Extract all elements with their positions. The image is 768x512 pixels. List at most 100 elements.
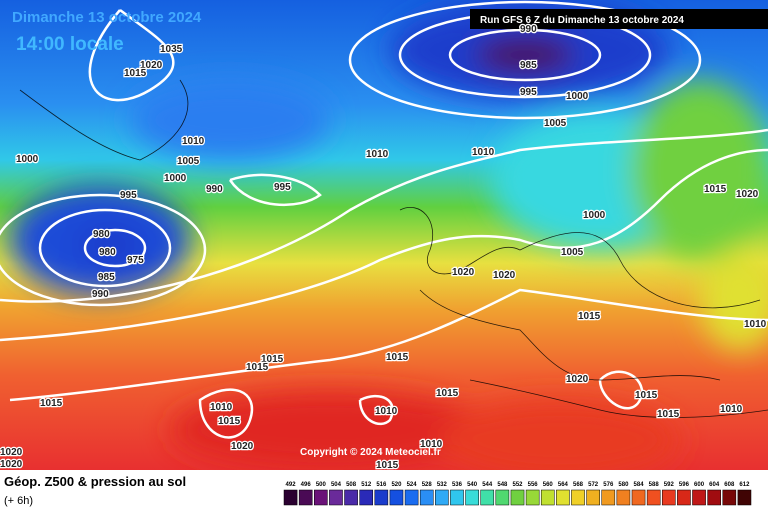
colorbar-swatch (616, 489, 631, 506)
isobar-label: 1020 (140, 60, 163, 71)
colorbar-label: 592 (664, 482, 675, 488)
isobar-label: 1010 (182, 136, 205, 147)
footer-step: (+ 6h) (4, 495, 33, 507)
isobar-label: 1010 (720, 404, 743, 415)
isobar-label: 1005 (561, 247, 584, 258)
colorbar-swatch (540, 489, 555, 506)
colorbar-swatch (661, 489, 676, 506)
colorbar-label: 560 (543, 482, 554, 488)
run-box (470, 9, 768, 29)
colorbar-swatch (495, 489, 510, 506)
isobar-label: 1010 (375, 406, 398, 417)
colorbar-swatch (389, 489, 404, 506)
colorbar-label: 492 (286, 482, 297, 488)
isobar-label: 975 (127, 255, 144, 266)
isobar-label: 1010 (472, 147, 495, 158)
colorbar-swatch (450, 489, 464, 506)
copyright: Copyright © 2024 Meteociel.fr (300, 447, 441, 458)
colorbar-swatch (677, 489, 691, 506)
isobar-label: 1020 (0, 459, 23, 470)
isobar-label: 1020 (0, 447, 23, 458)
colorbar-swatch (722, 489, 737, 506)
isobar-label: 1010 (210, 402, 233, 413)
isobar-label: 1015 (578, 311, 601, 322)
isobar-label: 1000 (164, 173, 187, 184)
isobar-label: 990 (520, 24, 537, 35)
colorbar-label: 512 (361, 482, 372, 488)
colorbar-swatch (283, 489, 298, 506)
colorbar-swatch (374, 489, 389, 506)
colorbar-label: 532 (437, 482, 448, 488)
colorbar-swatch (707, 489, 721, 506)
colorbar-swatch (344, 489, 358, 506)
colorbar-label: 500 (316, 482, 327, 488)
isobar-label: 1000 (566, 91, 589, 102)
colorbar-swatch (298, 489, 313, 506)
isobar-label: 1015 (124, 68, 147, 79)
footer-title: Géop. Z500 & pression au sol (4, 474, 186, 489)
colorbar-swatch (359, 489, 374, 506)
time: 14:00 locale (16, 34, 124, 55)
colorbar-label: 580 (618, 482, 629, 488)
colorbar-label: 564 (558, 482, 569, 488)
colorbar-swatch (329, 489, 343, 506)
colorbar-swatch (525, 489, 540, 506)
colorbar-swatch (419, 489, 434, 506)
coastlines (19, 79, 768, 418)
isobar-label: 990 (206, 184, 223, 195)
field-blobs (10, 0, 768, 480)
isobar-label: 1005 (177, 156, 200, 167)
colorbar-label: 544 (482, 482, 493, 488)
colorbar-label: 584 (634, 482, 645, 488)
colorbar-label: 552 (512, 482, 523, 488)
colorbar-label: 508 (346, 482, 357, 488)
colorbar-label: 504 (331, 482, 342, 488)
colorbar-swatch (465, 489, 479, 506)
isobar-label: 1005 (544, 118, 567, 129)
isobar-label: 985 (520, 60, 537, 71)
isobar-label: 985 (98, 272, 115, 283)
isobar-label: 995 (274, 182, 291, 193)
colorbar-label: 528 (422, 482, 433, 488)
isobar-label: 1015 (386, 352, 409, 363)
isobar-label: 995 (120, 190, 137, 201)
colorbar-swatch (314, 489, 328, 506)
colorbar-swatch (480, 489, 495, 506)
colorbar-label: 608 (724, 482, 735, 488)
colorbar-swatch (404, 489, 419, 506)
colorbar-label: 556 (528, 482, 539, 488)
colorbar-label: 572 (588, 482, 599, 488)
colorbar-label: 588 (649, 482, 660, 488)
colorbar-swatch (737, 489, 752, 506)
colorbar-swatch (571, 489, 585, 506)
isobar-label: 980 (93, 229, 110, 240)
colorbar-label: 600 (694, 482, 705, 488)
colorbar-swatch (435, 489, 449, 506)
colorbar-swatch (692, 489, 706, 506)
isobar-label: 1010 (744, 319, 767, 330)
isobar-label: 1010 (420, 439, 443, 450)
isobar-label: 1015 (218, 416, 241, 427)
isobar-label: 1020 (493, 270, 516, 281)
isobar-label: 1015 (376, 460, 399, 471)
colorbar: 492 496 500 504 508 512 516 520 524 528 532 536 540 5… (283, 482, 752, 506)
isobar-label: 1020 (452, 267, 475, 278)
colorbar-swatch (510, 489, 525, 506)
colorbar-label: 612 (739, 482, 750, 488)
isobar-label: 1015 (261, 354, 284, 365)
isobar-label: 1020 (736, 189, 759, 200)
isobar-label: 995 (520, 87, 537, 98)
isobar-label: 1015 (436, 388, 459, 399)
isobar-label: 1015 (40, 398, 63, 409)
colorbar-swatch (586, 489, 600, 506)
colorbar-label: 548 (497, 482, 508, 488)
isobar-label: 980 (99, 247, 116, 258)
colorbar-label: 516 (376, 482, 387, 488)
isobar-label: 1020 (566, 374, 589, 385)
colorbar-swatch (631, 489, 646, 506)
colorbar-label: 524 (407, 482, 418, 488)
isobar-label: 1015 (246, 362, 269, 373)
